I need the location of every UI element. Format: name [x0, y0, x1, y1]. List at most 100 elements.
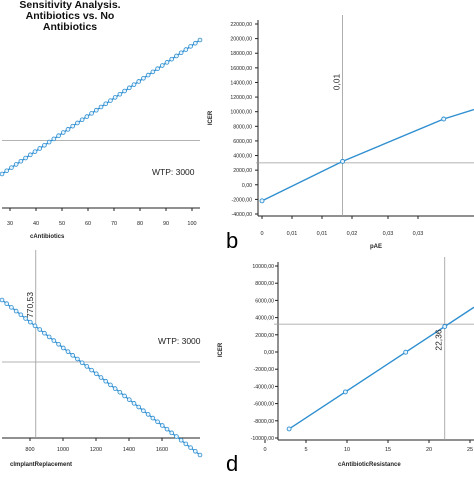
x-tick-label-b: 0,03	[383, 231, 394, 237]
data-point-a	[27, 152, 33, 158]
y-tick-label-d: 10000,00	[252, 264, 274, 270]
y-axis-label-d: ICER	[218, 342, 224, 357]
wtp-label-c: WTP: 3000	[158, 336, 201, 346]
data-point-a	[46, 139, 52, 145]
data-point-a	[60, 130, 66, 135]
data-point-a	[65, 127, 71, 132]
x-axis-label-a: cAntibiotics	[30, 234, 65, 240]
data-point-c	[103, 378, 109, 384]
data-point-c	[117, 389, 123, 395]
data-point-a	[13, 162, 19, 167]
data-point-b	[340, 158, 346, 164]
panel-letter-d: d	[226, 451, 239, 476]
data-point-a	[141, 75, 146, 81]
breakeven-label-d: 22,36	[434, 329, 444, 351]
data-point-a	[56, 133, 61, 139]
x-tick-label-d: 10	[344, 447, 350, 453]
x-tick-label-b: 0,01	[317, 231, 328, 237]
page-title: Sensitivity Analysis. Antibiotics vs. No…	[0, 0, 140, 33]
data-point-c	[32, 323, 38, 329]
data-point-a	[70, 123, 76, 129]
data-point-c	[112, 386, 118, 391]
y-tick-label-d: 8000,00	[255, 281, 274, 287]
y-tick-label-b: 8000,00	[233, 124, 252, 130]
data-point-a	[169, 56, 175, 62]
data-point-c	[93, 371, 99, 377]
x-tick-label-a: 30	[7, 221, 13, 227]
y-tick-label-d: 0,00	[264, 350, 274, 356]
series-line-b	[261, 108, 474, 202]
x-tick-label-d: 5	[304, 447, 307, 453]
data-point-c	[65, 349, 71, 354]
x-tick-label-d: 0	[263, 447, 266, 453]
y-tick-label-b: -4000,00	[232, 212, 253, 218]
data-point-a	[103, 101, 109, 107]
data-point-c	[183, 441, 189, 447]
y-tick-label-d: 4000,00	[255, 316, 274, 322]
data-point-a	[164, 60, 170, 65]
data-point-c	[169, 430, 175, 436]
x-tick-label-a: 40	[33, 221, 39, 227]
data-point-c	[174, 434, 179, 439]
data-point-c	[98, 375, 104, 380]
y-tick-label-b: 6000,00	[233, 139, 252, 145]
x-tick-label-a: 100	[187, 221, 196, 227]
chart-b	[255, 15, 474, 219]
x-tick-label-c: 1400	[123, 447, 135, 453]
data-point-d	[442, 324, 448, 329]
x-tick-label-a: 60	[85, 221, 91, 227]
x-tick-label-d: 15	[385, 447, 391, 453]
y-tick-label-b: 14000,00	[230, 80, 252, 86]
data-point-c	[46, 334, 52, 340]
y-tick-label-b: 16000,00	[230, 66, 252, 72]
data-point-b	[441, 116, 447, 122]
chart-c	[0, 250, 203, 458]
data-point-c	[136, 404, 142, 410]
y-tick-label-b: 18000,00	[230, 51, 252, 57]
data-point-c	[197, 452, 203, 458]
y-tick-label-b: 4000,00	[233, 154, 252, 160]
y-tick-label-b: 2000,00	[233, 168, 252, 174]
data-point-b	[259, 198, 265, 204]
x-tick-label-b: 0,03	[413, 231, 424, 237]
data-point-c	[145, 412, 151, 417]
title-line-2: Antibiotics vs. No Antibiotics	[25, 10, 115, 33]
x-axis-label-c: cImplantReplacement	[10, 462, 72, 468]
data-point-a	[79, 117, 85, 123]
data-point-a	[178, 50, 184, 56]
data-point-c	[75, 356, 80, 362]
data-point-a	[32, 149, 38, 154]
x-axis-label-d: cAntibioticResistance	[338, 462, 401, 468]
data-point-c	[188, 445, 193, 450]
data-point-a	[37, 146, 43, 151]
data-point-c	[159, 423, 165, 428]
x-tick-label-c: 1200	[90, 447, 102, 453]
data-point-a	[131, 82, 137, 87]
data-point-c	[84, 364, 90, 369]
x-tick-label-a: 50	[59, 221, 65, 227]
data-point-c	[89, 367, 94, 373]
data-point-a	[122, 88, 127, 94]
data-point-c	[131, 401, 137, 406]
data-point-a	[23, 155, 28, 161]
data-point-a	[4, 168, 10, 174]
data-point-c	[37, 327, 43, 332]
data-point-a	[51, 136, 57, 142]
data-point-a	[150, 69, 156, 75]
data-point-c	[60, 345, 66, 351]
x-tick-label-b: 0,01	[287, 231, 298, 237]
data-point-a	[42, 142, 47, 148]
data-point-c	[178, 437, 184, 443]
data-point-a	[136, 79, 142, 84]
data-point-c	[18, 312, 24, 318]
data-point-a	[9, 165, 14, 170]
data-point-d	[286, 426, 292, 432]
data-point-a	[89, 111, 94, 116]
y-tick-label-d: -2000,00	[254, 367, 275, 373]
y-tick-label-b: 10000,00	[230, 110, 252, 116]
data-point-a	[183, 47, 189, 52]
x-axis-label-b: pAE	[370, 244, 382, 250]
data-point-c	[150, 415, 156, 421]
y-tick-label-b: 0,00	[242, 183, 252, 189]
